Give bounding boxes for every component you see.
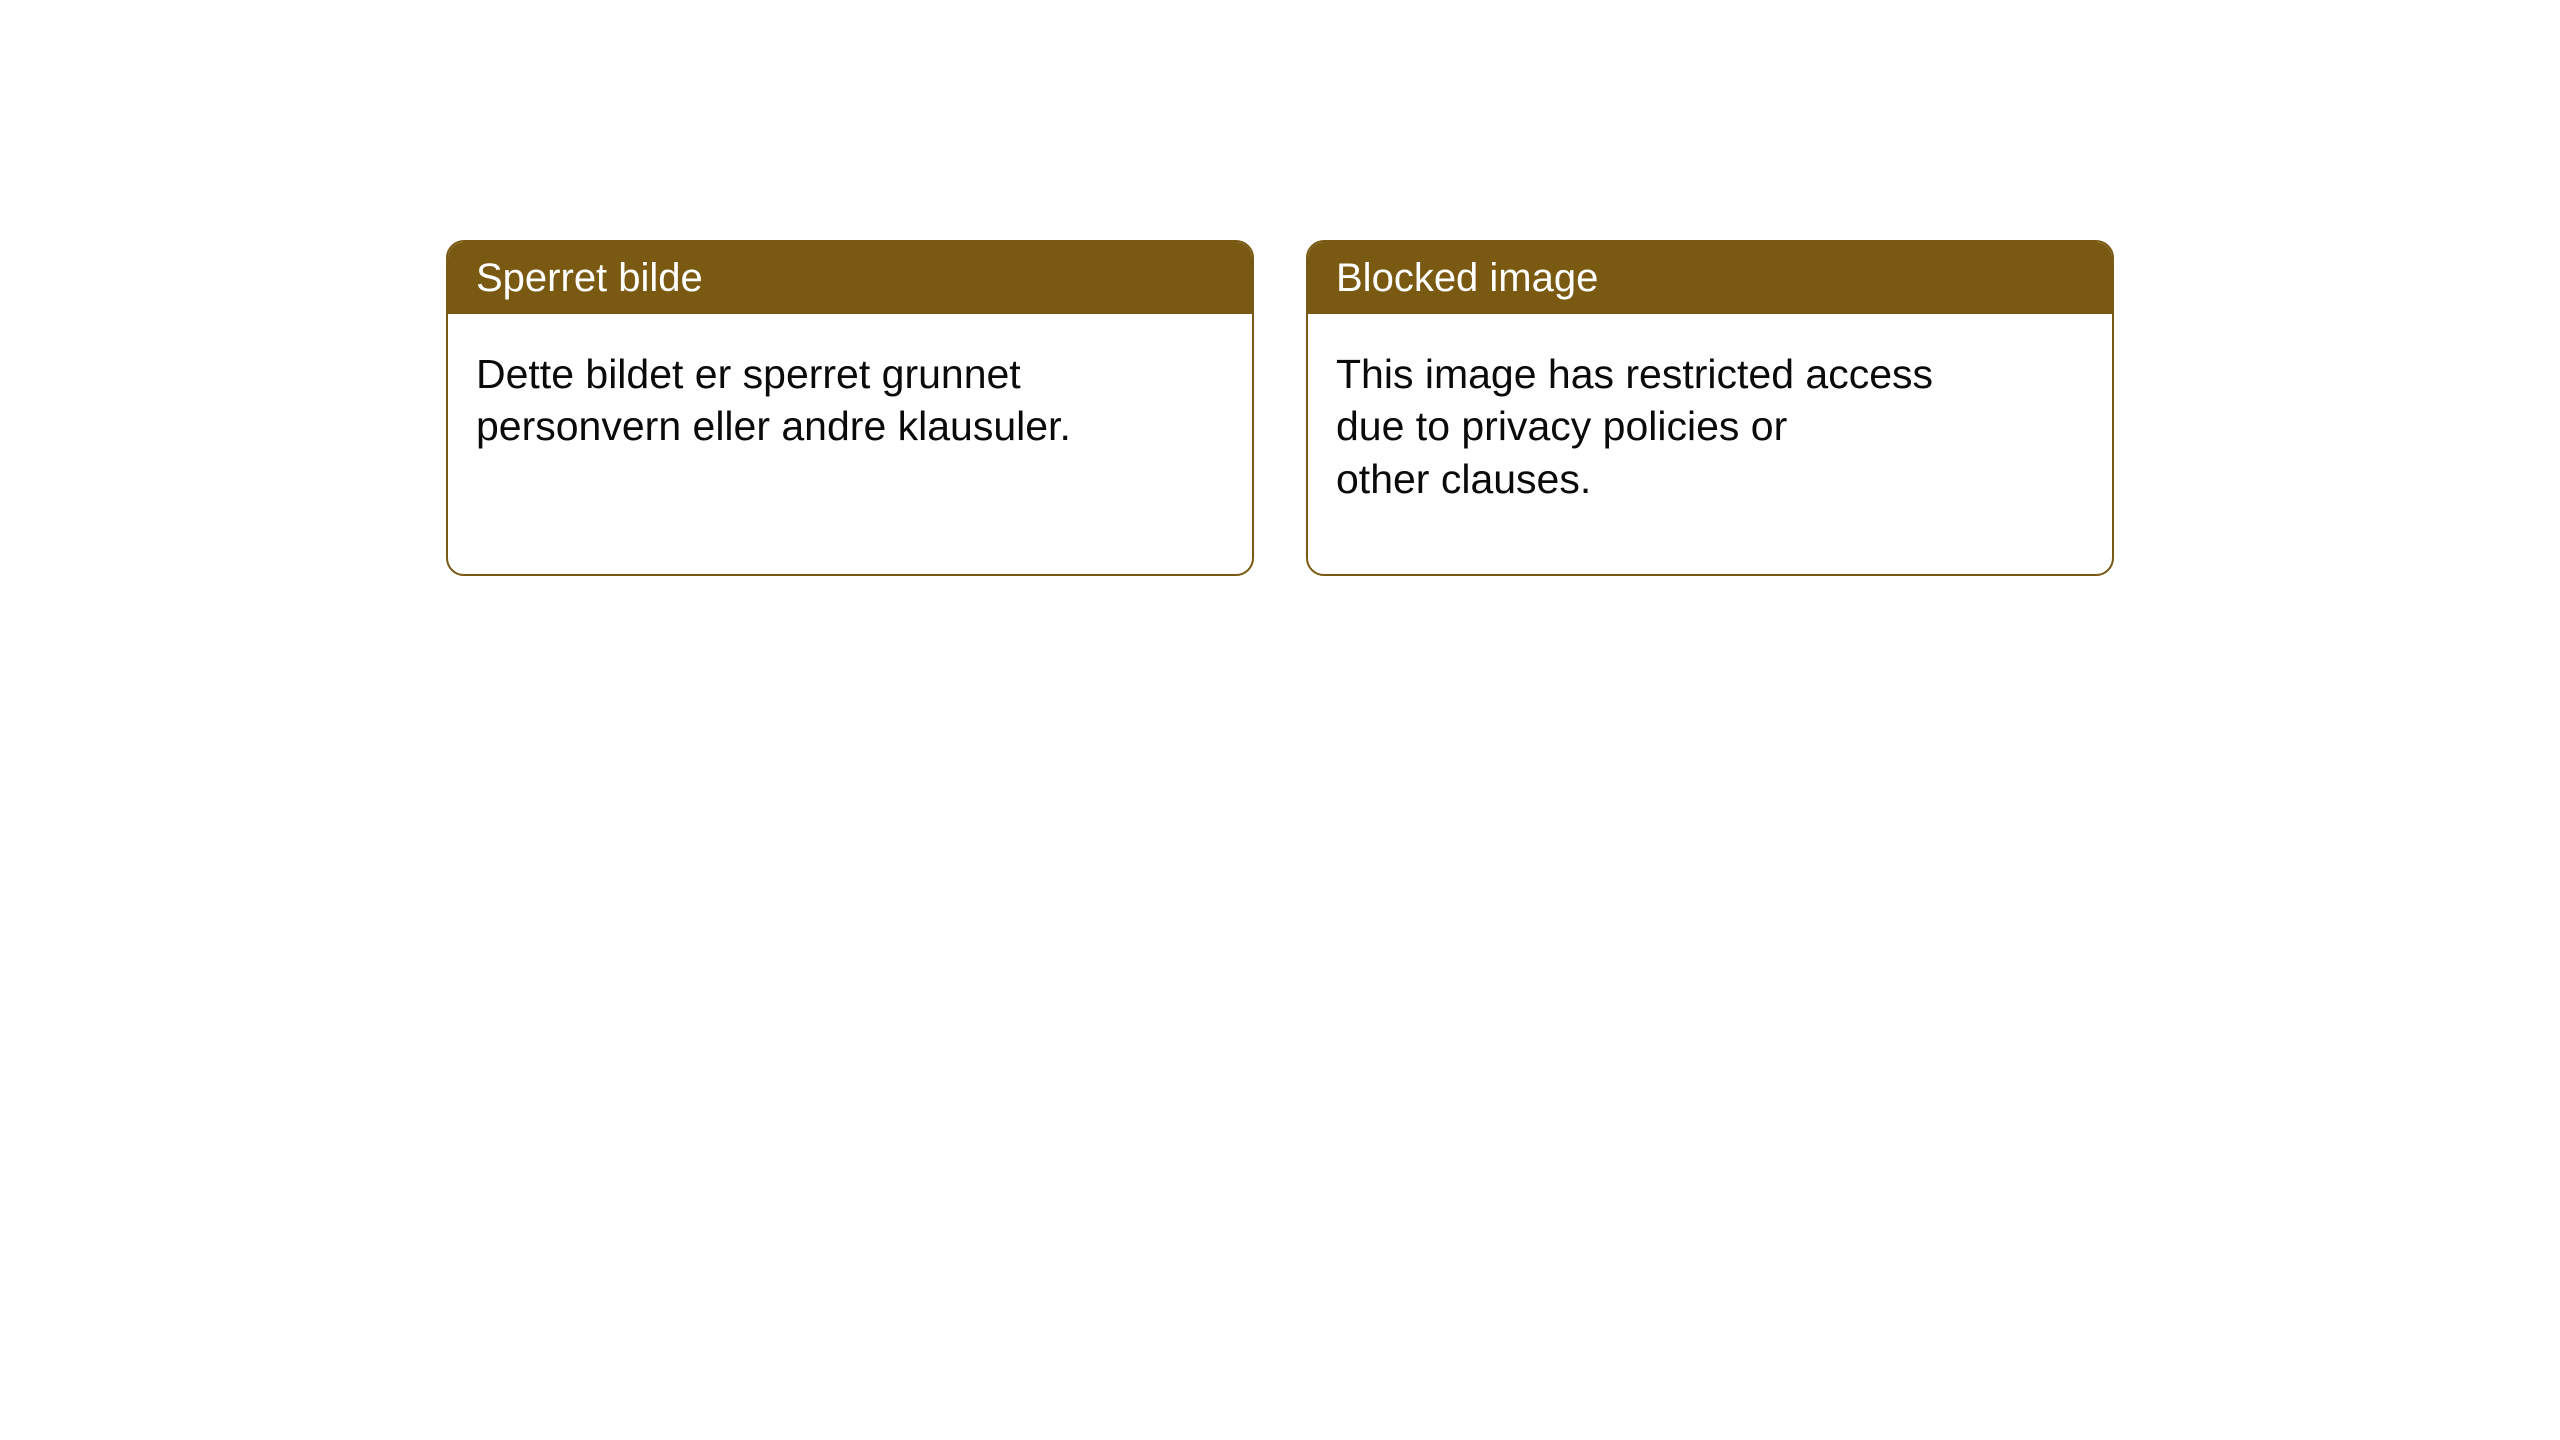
notice-title-right: Blocked image bbox=[1336, 256, 1598, 300]
notice-container: Sperret bilde Dette bildet er sperret gr… bbox=[446, 240, 2114, 576]
notice-card-right: Blocked image This image has restricted … bbox=[1306, 240, 2114, 576]
notice-header-left: Sperret bilde bbox=[448, 242, 1252, 314]
notice-body-left: Dette bildet er sperret grunnet personve… bbox=[448, 314, 1252, 487]
notice-header-right: Blocked image bbox=[1308, 242, 2112, 314]
notice-body-right: This image has restricted access due to … bbox=[1308, 314, 2112, 539]
notice-card-left: Sperret bilde Dette bildet er sperret gr… bbox=[446, 240, 1254, 576]
notice-title-left: Sperret bilde bbox=[476, 256, 703, 300]
